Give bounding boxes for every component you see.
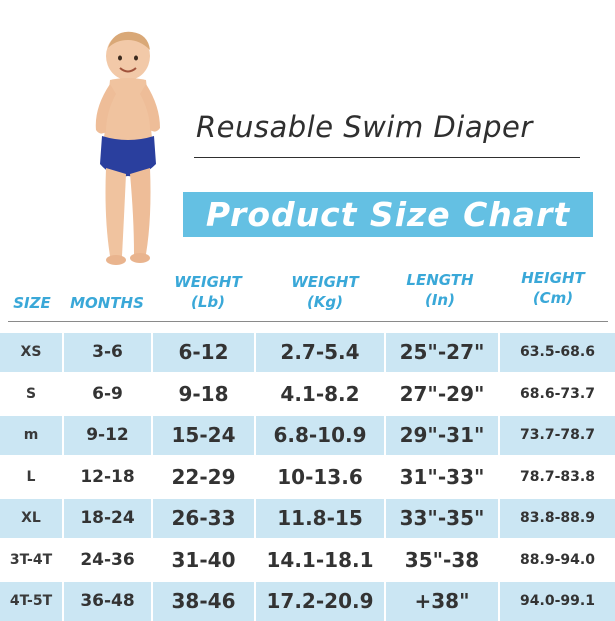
cell-months: 12-18	[80, 467, 135, 487]
header-weight-lb: WEIGHT (Lb)	[158, 272, 258, 312]
header-weight-lb-line1: WEIGHT	[174, 273, 242, 291]
cell-size: m	[0, 416, 62, 455]
header-weight-kg-line2: (Kg)	[306, 293, 344, 311]
size-chart-banner: Product Size Chart	[183, 192, 593, 237]
table-row: S 6-9 9-18 4.1-8.2 27"-29" 68.6-73.7	[0, 375, 615, 414]
cell-height: 94.0-99.1	[500, 582, 615, 621]
cell-weight-lb: 6-12	[153, 333, 254, 372]
header-length: LENGTH (In)	[390, 270, 490, 310]
page-title: Reusable Swim Diaper	[196, 110, 533, 144]
cell-months: 6-9	[92, 384, 123, 404]
header-length-line2: (In)	[425, 291, 455, 309]
cell-months: 36-48	[64, 582, 151, 621]
cell-months: 3-6	[64, 333, 151, 372]
header-months-label: MONTHS	[70, 294, 144, 312]
header-height: HEIGHT (Cm)	[503, 268, 603, 308]
cell-height: 83.8-88.9	[500, 499, 615, 538]
table-row: L 12-18 22-29 10-13.6 31"-33" 78.7-83.8	[0, 458, 615, 497]
cell-months: 18-24	[64, 499, 151, 538]
title-underline	[194, 157, 580, 158]
cell-height: 88.9-94.0	[520, 552, 595, 568]
cell-weight-lb: 15-24	[153, 416, 254, 455]
cell-weight-kg: 14.1-18.1	[266, 548, 374, 572]
cell-months: 24-36	[80, 550, 135, 570]
cell-weight-kg: 11.8-15	[256, 499, 384, 538]
cell-size: 4T-5T	[0, 582, 62, 621]
header-size: SIZE	[4, 293, 60, 313]
cell-length: 25"-27"	[386, 333, 498, 372]
cell-weight-lb: 9-18	[178, 382, 229, 406]
cell-weight-lb: 31-40	[171, 548, 236, 572]
cell-size: 3T-4T	[9, 552, 53, 568]
cell-length: 33"-35"	[386, 499, 498, 538]
cell-length: +38"	[386, 582, 498, 621]
cell-weight-kg: 6.8-10.9	[256, 416, 384, 455]
cell-size: L	[26, 469, 36, 485]
cell-weight-kg: 4.1-8.2	[280, 382, 360, 406]
cell-height: 68.6-73.7	[520, 386, 595, 402]
cell-length: 29"-31"	[386, 416, 498, 455]
cell-length: 31"-33"	[399, 465, 485, 489]
cell-size: S	[25, 386, 37, 402]
cell-weight-kg: 10-13.6	[277, 465, 363, 489]
header-weight-kg-line1: WEIGHT	[291, 273, 359, 291]
cell-weight-kg: 2.7-5.4	[256, 333, 384, 372]
table-row: XL 18-24 26-33 11.8-15 33"-35" 83.8-88.9	[0, 499, 615, 538]
header-weight-kg: WEIGHT (Kg)	[275, 272, 375, 312]
cell-height: 78.7-83.8	[520, 469, 595, 485]
header-divider	[8, 321, 608, 322]
header-height-line1: HEIGHT	[521, 269, 585, 287]
cell-height: 63.5-68.6	[500, 333, 615, 372]
table-row: 4T-5T 36-48 38-46 17.2-20.9 +38" 94.0-99…	[0, 582, 615, 621]
cell-weight-lb: 38-46	[153, 582, 254, 621]
cell-weight-lb: 26-33	[153, 499, 254, 538]
header-weight-lb-line2: (Lb)	[190, 293, 225, 311]
baby-photo	[95, 31, 160, 265]
header-size-label: SIZE	[13, 294, 51, 312]
table-row: 3T-4T 24-36 31-40 14.1-18.1 35"-38 88.9-…	[0, 541, 615, 580]
cell-weight-kg: 17.2-20.9	[256, 582, 384, 621]
cell-height: 73.7-78.7	[500, 416, 615, 455]
header-length-line1: LENGTH	[406, 271, 474, 289]
table-row: m 9-12 15-24 6.8-10.9 29"-31" 73.7-78.7	[0, 416, 615, 455]
cell-weight-lb: 22-29	[171, 465, 236, 489]
header-height-line2: (Cm)	[532, 289, 574, 307]
cell-size: XS	[0, 333, 62, 372]
cell-months: 9-12	[64, 416, 151, 455]
cell-length: 35"-38	[404, 548, 480, 572]
cell-size: XL	[0, 499, 62, 538]
cell-length: 27"-29"	[399, 382, 485, 406]
header-months: MONTHS	[62, 293, 152, 313]
table-row: XS 3-6 6-12 2.7-5.4 25"-27" 63.5-68.6	[0, 333, 615, 372]
